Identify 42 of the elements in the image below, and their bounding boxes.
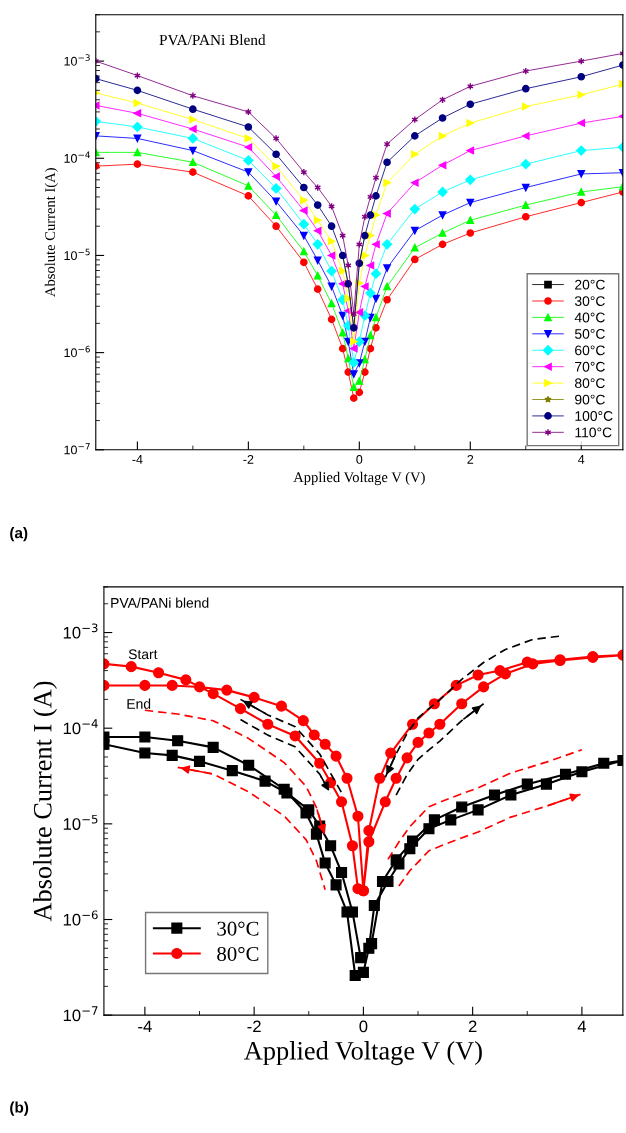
text: (b): [10, 1101, 29, 1116]
y-tick-label: 10$^{−6}$: [63, 910, 98, 926]
legend-label: 80°C: [575, 378, 605, 389]
x-tick-label: 0: [359, 1020, 368, 1033]
y-axis-title: Absolute Current I(A): [44, 168, 58, 297]
legend-label: 40°C: [574, 312, 605, 323]
y-axis-title: Absolute Current I (A): [33, 681, 57, 922]
legend-label: 20°C: [575, 279, 605, 290]
annotation: Start: [128, 649, 158, 660]
y-tick-label: 10$^{−5}$: [63, 814, 98, 830]
legend-label: 80°C: [217, 946, 259, 961]
y-tick-label: 10$^{−7}$: [63, 1006, 98, 1022]
legend-label: 100°C: [575, 411, 613, 421]
text: PVA/PANi blend: [111, 597, 209, 608]
text: (a): [10, 527, 28, 542]
x-tick-label: 2: [468, 1020, 477, 1033]
x-tick-label: 4: [577, 1020, 587, 1033]
legend-label: 60°C: [575, 345, 605, 356]
x-axis-title: Applied Voltage V (V): [244, 1041, 482, 1066]
legend-label: 110°C: [575, 427, 612, 438]
x-tick-label: -4: [132, 455, 143, 464]
x-tick-label: 0: [356, 454, 363, 464]
legend-label: 50°C: [574, 328, 605, 339]
y-tick-label: 10$^{−4}$: [63, 719, 98, 735]
x-tick-label: 2: [467, 454, 474, 464]
legend-label: 90°C: [575, 394, 605, 405]
y-tick-label: 10$^{−4}$: [64, 151, 90, 163]
y-tick-label: 10$^{−3}$: [63, 623, 98, 639]
x-tick-label: -2: [247, 1020, 261, 1033]
y-tick-label: 10$^{−5}$: [64, 248, 90, 261]
x-tick-label: -2: [243, 454, 254, 464]
legend-label: 30°C: [217, 921, 259, 936]
legend-label: 30°C: [574, 296, 605, 306]
y-tick-label: 10$^{−7}$: [64, 443, 90, 455]
y-tick-label: 10$^{−3}$: [64, 54, 90, 66]
x-tick-label: -4: [138, 1020, 152, 1033]
x-axis-title: Applied Voltage V (V): [293, 471, 425, 486]
legend-label: 70°C: [575, 361, 605, 372]
y-tick-label: 10$^{−6}$: [64, 345, 90, 358]
x-tick-label: 4: [578, 455, 585, 464]
annotation: End: [127, 698, 151, 709]
text: PVA/PANi Blend: [159, 34, 266, 46]
